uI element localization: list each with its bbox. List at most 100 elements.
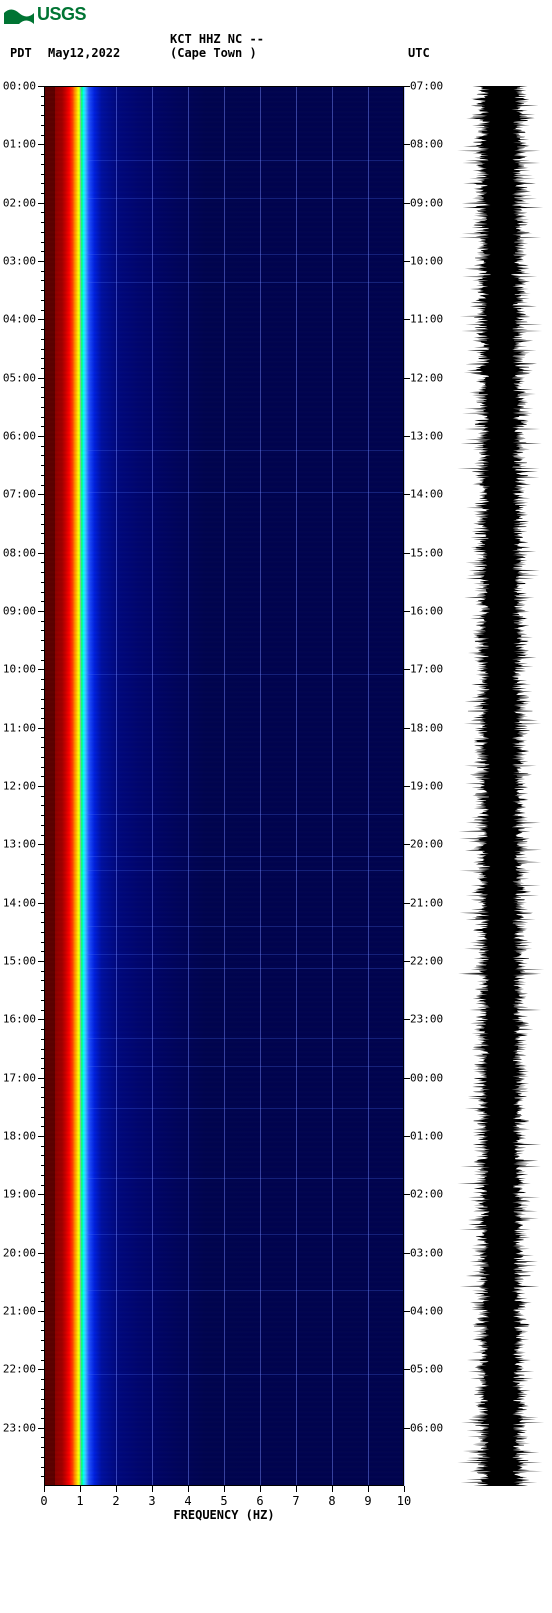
- header-station-location: (Cape Town ): [170, 46, 257, 60]
- ytick-left-minor: [41, 232, 44, 233]
- ytick-left-minor: [41, 514, 44, 515]
- ytick-left-label: 18:00: [3, 1130, 36, 1143]
- ytick-left-label: 09:00: [3, 605, 36, 618]
- spectro-streak: [87, 198, 404, 199]
- ytick-left-minor: [41, 874, 44, 875]
- spectro-streak: [87, 1108, 404, 1109]
- ytick-left-minor: [41, 1029, 44, 1030]
- ytick-left-mark: [38, 1369, 44, 1370]
- ytick-left-minor: [41, 912, 44, 913]
- ytick-left-minor: [41, 349, 44, 350]
- ytick-left-minor: [41, 1360, 44, 1361]
- ytick-left-mark: [38, 494, 44, 495]
- ytick-left-minor: [41, 280, 44, 281]
- ytick-left-minor: [41, 1185, 44, 1186]
- spectro-streak: [87, 450, 404, 451]
- ytick-left-label: 06:00: [3, 430, 36, 443]
- ytick-left-minor: [41, 387, 44, 388]
- xtick-mark: [44, 1486, 45, 1492]
- xtick-label: 10: [397, 1494, 411, 1508]
- ytick-left-minor: [41, 465, 44, 466]
- ytick-left-minor: [41, 1379, 44, 1380]
- ytick-left-minor: [41, 1214, 44, 1215]
- ytick-left-minor: [41, 835, 44, 836]
- ytick-left-mark: [38, 261, 44, 262]
- ytick-left-minor: [41, 796, 44, 797]
- ytick-left-minor: [41, 1350, 44, 1351]
- y-axis-left-pdt: 00:0001:0002:0003:0004:0005:0006:0007:00…: [0, 86, 44, 1486]
- ytick-left-minor: [41, 1301, 44, 1302]
- ytick-right-label: 07:00: [410, 80, 443, 93]
- ytick-left-label: 16:00: [3, 1013, 36, 1026]
- x-axis-frequency: FREQUENCY (HZ) 012345678910: [44, 1486, 404, 1526]
- ytick-left-minor: [41, 290, 44, 291]
- ytick-left-label: 19:00: [3, 1188, 36, 1201]
- xtick-label: 9: [364, 1494, 371, 1508]
- ytick-left-minor: [41, 980, 44, 981]
- ytick-right-label: 13:00: [410, 430, 443, 443]
- spectro-streak: [87, 856, 404, 857]
- ytick-left-minor: [41, 339, 44, 340]
- ytick-left-minor: [41, 883, 44, 884]
- ytick-right-label: 00:00: [410, 1071, 443, 1084]
- ytick-left-mark: [38, 669, 44, 670]
- ytick-left-minor: [41, 1058, 44, 1059]
- ytick-left-minor: [41, 815, 44, 816]
- ytick-left-minor: [41, 1049, 44, 1050]
- ytick-left-minor: [41, 747, 44, 748]
- ytick-left-minor: [41, 1068, 44, 1069]
- spectro-streak: [87, 1038, 404, 1039]
- ytick-left-label: 17:00: [3, 1071, 36, 1084]
- ytick-left-mark: [38, 786, 44, 787]
- ytick-left-minor: [41, 368, 44, 369]
- ytick-left-minor: [41, 630, 44, 631]
- ytick-left-minor: [41, 1321, 44, 1322]
- ytick-right-label: 23:00: [410, 1013, 443, 1026]
- ytick-left-minor: [41, 990, 44, 991]
- ytick-left-mark: [38, 844, 44, 845]
- ytick-left-minor: [41, 426, 44, 427]
- ytick-left-minor: [41, 164, 44, 165]
- ytick-left-mark: [38, 1194, 44, 1195]
- ytick-left-minor: [41, 1262, 44, 1263]
- spectro-streak: [87, 870, 404, 871]
- ytick-right-label: 20:00: [410, 838, 443, 851]
- ytick-left-minor: [41, 1408, 44, 1409]
- ytick-left-minor: [41, 1233, 44, 1234]
- ytick-left-minor: [41, 1087, 44, 1088]
- ytick-left-minor: [41, 562, 44, 563]
- ytick-left-minor: [41, 1467, 44, 1468]
- ytick-left-label: 20:00: [3, 1246, 36, 1259]
- ytick-left-label: 15:00: [3, 955, 36, 968]
- header-utc-label: UTC: [408, 46, 430, 60]
- ytick-left-minor: [41, 592, 44, 593]
- ytick-left-minor: [41, 640, 44, 641]
- ytick-left-minor: [41, 1165, 44, 1166]
- ytick-right-label: 22:00: [410, 955, 443, 968]
- ytick-left-label: 14:00: [3, 896, 36, 909]
- ytick-left-minor: [41, 893, 44, 894]
- ytick-right-label: 15:00: [410, 546, 443, 559]
- ytick-left-label: 08:00: [3, 546, 36, 559]
- ytick-left-mark: [38, 319, 44, 320]
- ytick-left-minor: [41, 1292, 44, 1293]
- ytick-left-mark: [38, 86, 44, 87]
- ytick-left-minor: [41, 1039, 44, 1040]
- ytick-left-minor: [41, 825, 44, 826]
- ytick-left-mark: [38, 1311, 44, 1312]
- ytick-left-mark: [38, 203, 44, 204]
- ytick-left-minor: [41, 1117, 44, 1118]
- ytick-left-label: 10:00: [3, 663, 36, 676]
- xtick-mark: [404, 1486, 405, 1492]
- spectro-streak: [87, 1290, 404, 1291]
- spectro-streak: [87, 954, 404, 955]
- ytick-right-label: 12:00: [410, 371, 443, 384]
- ytick-left-minor: [41, 757, 44, 758]
- ytick-left-minor: [41, 397, 44, 398]
- ytick-left-minor: [41, 533, 44, 534]
- ytick-left-minor: [41, 1107, 44, 1108]
- ytick-left-mark: [38, 1428, 44, 1429]
- spectro-streak: [87, 254, 404, 255]
- ytick-right-label: 10:00: [410, 255, 443, 268]
- ytick-left-minor: [41, 212, 44, 213]
